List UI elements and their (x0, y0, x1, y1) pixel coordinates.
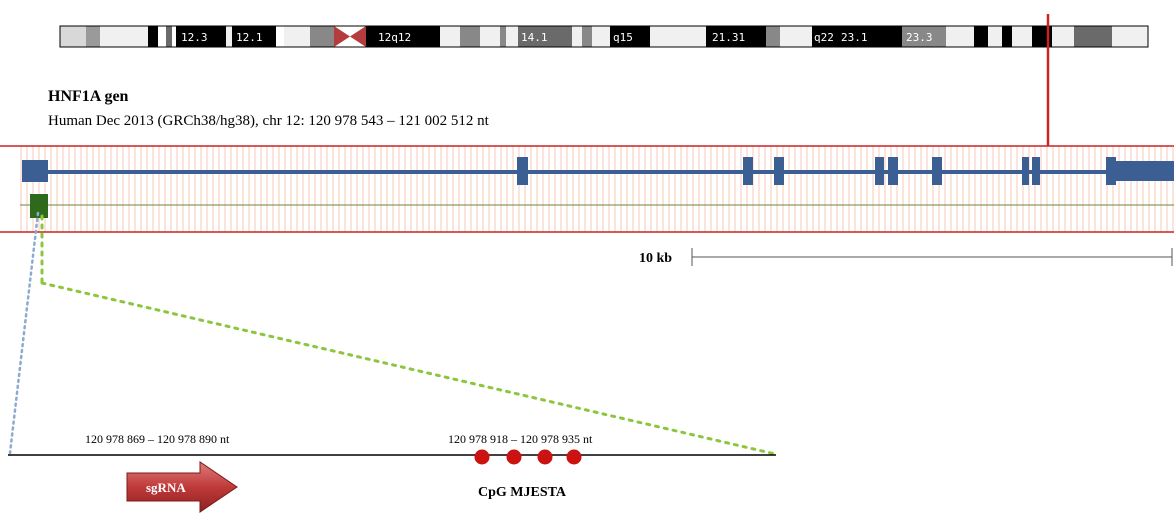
exon (743, 157, 753, 185)
cpg-site (537, 449, 553, 465)
cpg-site (506, 449, 522, 465)
band-label: q15 (613, 31, 633, 44)
zoom-connector-green (40, 281, 777, 456)
zoomed-region: 120 978 869 – 120 978 890 nt 120 978 918… (8, 432, 776, 513)
sgrna-label: sgRNA (146, 480, 186, 495)
cpg-island (30, 194, 48, 218)
exon (1106, 157, 1116, 185)
cpg-label: CpG MJESTA (478, 485, 567, 500)
cpg-site (566, 449, 582, 465)
sgrna-arrow (126, 461, 238, 513)
cpg-range: 120 978 918 – 120 978 935 nt (448, 432, 593, 446)
gene-title: HNF1A gen (48, 88, 129, 105)
band-label: 23.3 (906, 31, 933, 44)
exon (1032, 157, 1040, 185)
exon (517, 157, 528, 185)
exon (1116, 161, 1174, 181)
gene-track (0, 145, 1174, 233)
band-label: 21.31 (712, 31, 745, 44)
gene-subtitle: Human Dec 2013 (GRCh38/hg38), chr 12: 12… (48, 113, 490, 129)
exon (774, 157, 784, 185)
exon (888, 157, 898, 185)
band-label: 14.1 (521, 31, 548, 44)
sgrna-range: 120 978 869 – 120 978 890 nt (85, 432, 230, 446)
band-label: 12q12 (378, 31, 411, 44)
scale-bar: 10 kb (639, 248, 1173, 266)
scale-bar-label: 10 kb (639, 251, 672, 266)
cpg-site (474, 449, 490, 465)
exon (932, 157, 942, 185)
band-label: 23.1 (841, 31, 868, 44)
exon (875, 157, 884, 185)
band-label: q22 (814, 31, 834, 44)
zoom-connector-blue (8, 211, 40, 455)
band-label: 12.1 (236, 31, 263, 44)
chromosome-ideogram: 12.3 12.1 12q12 14.1 q15 21.31 q22 23.1 … (59, 25, 1149, 48)
exon (1022, 157, 1029, 185)
exon (22, 160, 48, 182)
band-label: 12.3 (181, 31, 208, 44)
